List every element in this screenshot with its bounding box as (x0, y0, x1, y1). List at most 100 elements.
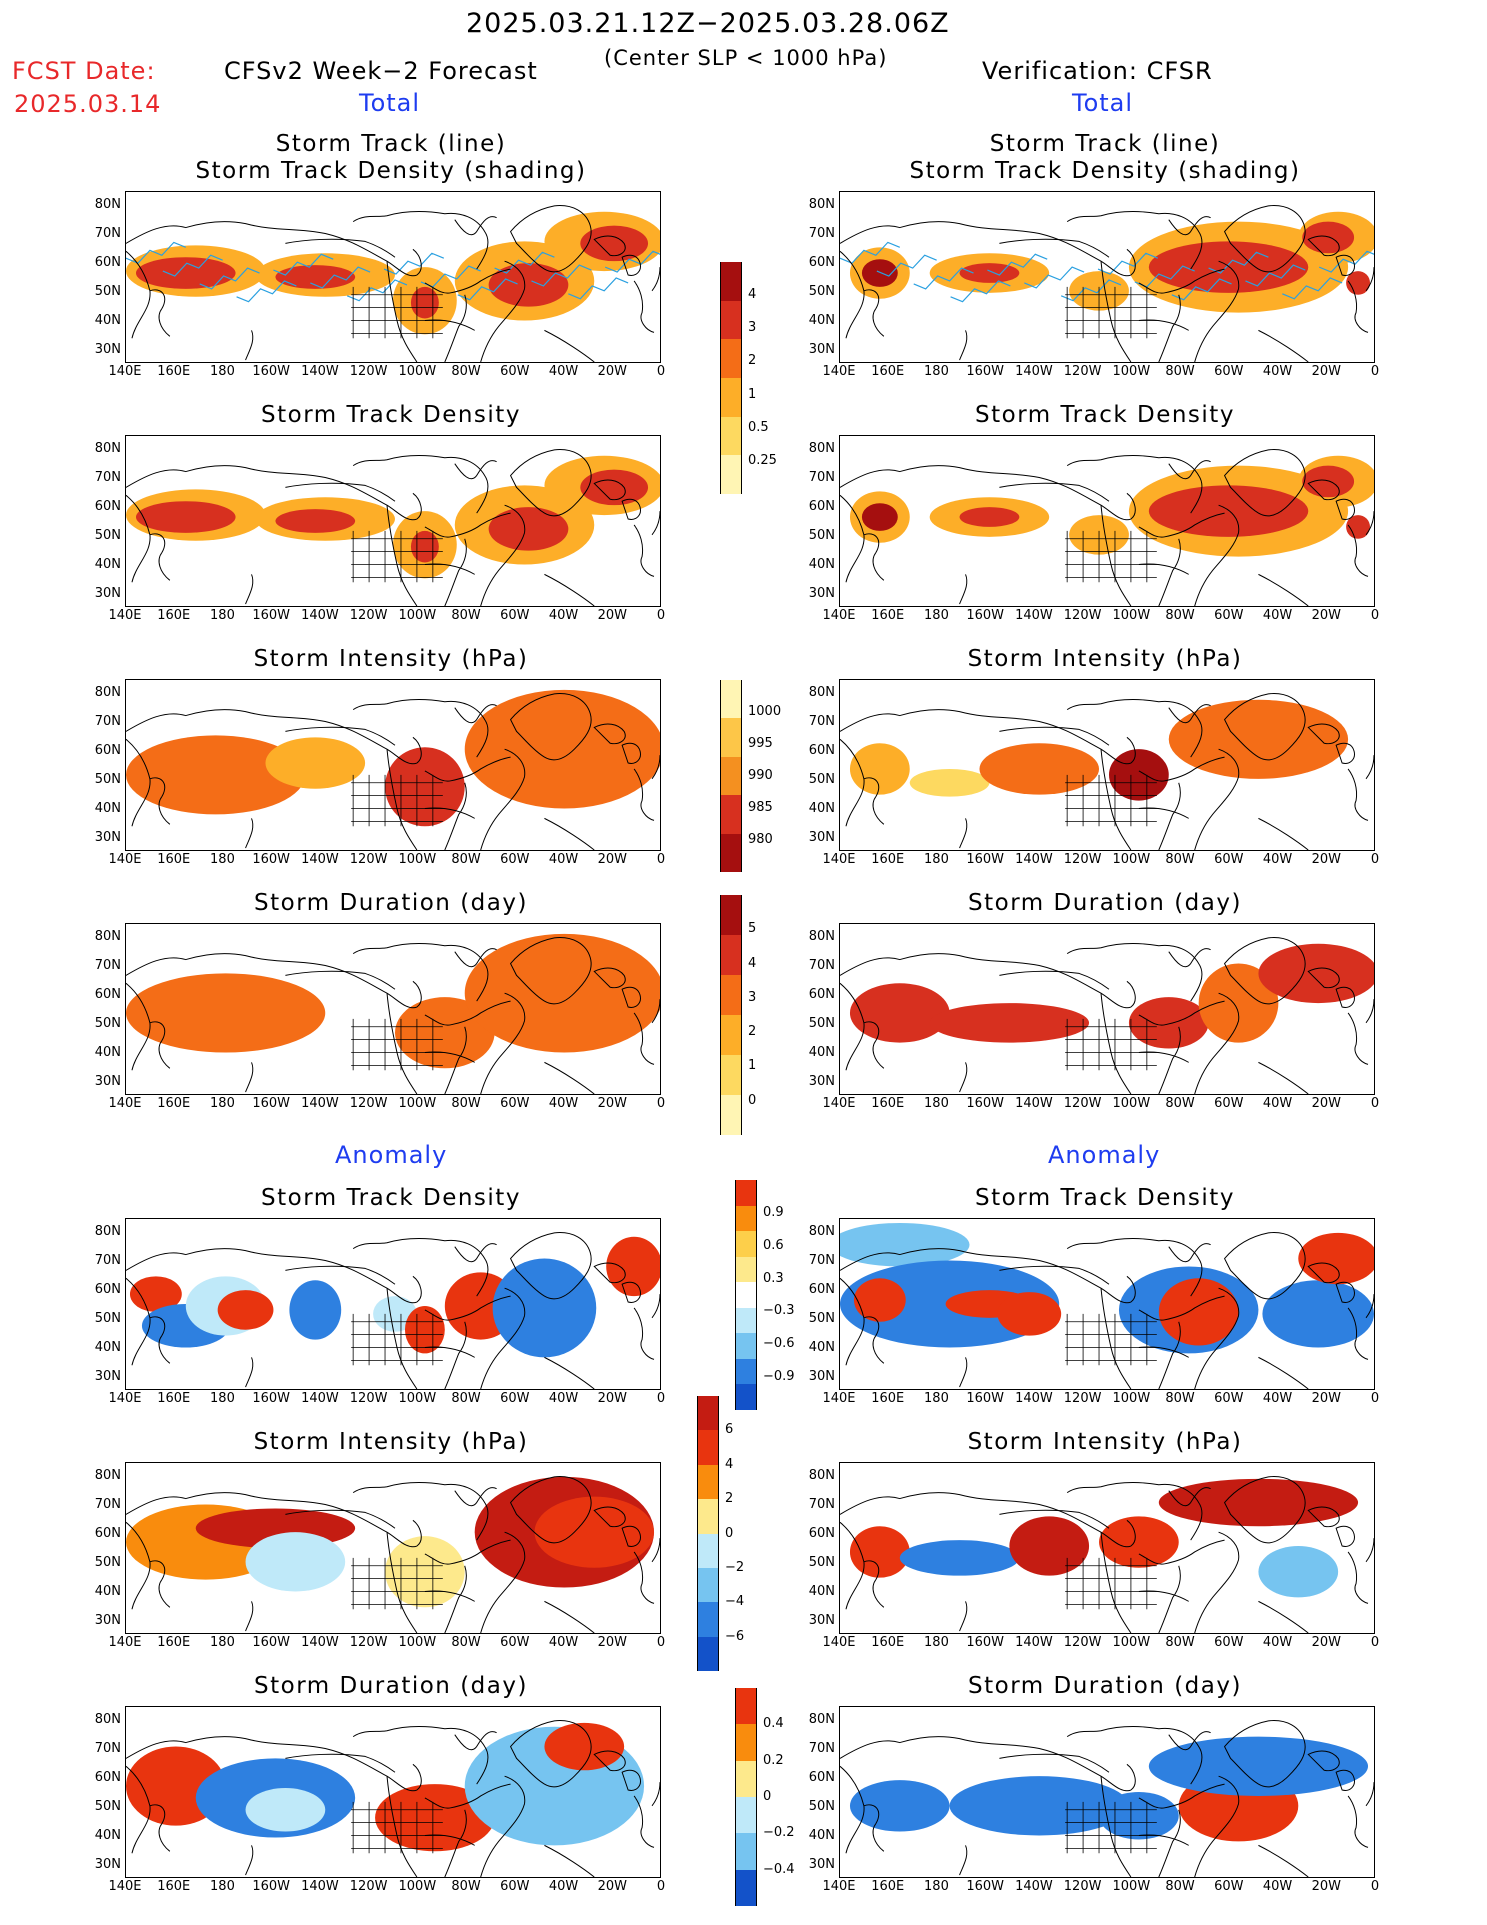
lon-tick-label: 60W (1214, 852, 1244, 867)
coastline (149, 1560, 171, 1608)
coastline (621, 1525, 641, 1547)
coastline (126, 1248, 422, 1304)
colorbar-segment (735, 1760, 757, 1797)
lat-tick-label: 40N (808, 1045, 835, 1060)
storm-track (457, 278, 518, 301)
lon-tick-label: 120W (1063, 852, 1102, 867)
lat-tick-label: 30N (94, 1857, 121, 1872)
colorbar-segment (720, 895, 742, 935)
lon-tick-label: 160W (252, 364, 290, 379)
coastline (480, 504, 526, 606)
shaded-region (1258, 1546, 1339, 1598)
coastline (1258, 1844, 1309, 1877)
lon-tick-label: 100W (398, 852, 437, 867)
coastline (285, 970, 396, 990)
shaded-region (410, 530, 439, 563)
lon-tick-label: 140W (1015, 1096, 1053, 1111)
lon-tick-label: 140E (822, 1391, 856, 1406)
map-panel-forecast-anom-density (125, 1218, 661, 1390)
lon-tick-label: 160W (966, 1096, 1004, 1111)
map-canvas (840, 937, 1374, 1094)
lon-tick-label: 140W (1015, 1391, 1053, 1406)
lon-tick-label: 0 (656, 608, 666, 623)
coastline (480, 748, 526, 850)
lon-tick-label: 80W (451, 608, 481, 623)
lon-tick-label: 120W (349, 364, 388, 379)
shaded-region (1346, 515, 1371, 539)
storm-track (383, 252, 445, 275)
lon-tick-label: 140W (301, 852, 339, 867)
coastline (651, 999, 660, 1024)
lat-tick-label: 40N (808, 1828, 835, 1843)
lon-tick-label: 140W (1015, 364, 1053, 379)
shading-layer (126, 689, 660, 827)
coastline (633, 1307, 655, 1360)
coastline (1223, 937, 1306, 1005)
coastline (1158, 538, 1181, 606)
coastline (285, 726, 396, 746)
lon-tick-label: 180 (924, 852, 949, 867)
lon-tick-label: 40W (548, 1391, 579, 1406)
shaded-region (849, 1526, 910, 1578)
colorbar-label: −4 (725, 1594, 745, 1610)
coastline (444, 1026, 467, 1094)
lon-tick-label: 160E (871, 852, 905, 867)
lon-tick-label: 140W (301, 1391, 339, 1406)
coastline (454, 1487, 497, 1507)
lon-tick-label: 180 (210, 608, 235, 623)
colorbar-label: 0.3 (763, 1270, 784, 1286)
colorbar-segment (720, 935, 742, 975)
coastline (1066, 943, 1203, 1002)
colorbar-label: 3 (748, 989, 757, 1005)
colorbar-label: 4 (725, 1456, 734, 1472)
shaded-region (464, 933, 660, 1053)
coastline (1223, 1476, 1306, 1544)
storm-track (346, 279, 408, 302)
coastline (149, 289, 171, 337)
lon-tick-label: 180 (924, 1635, 949, 1650)
lat-tick-label: 60N (94, 499, 121, 514)
lat-tick-label: 40N (808, 1584, 835, 1599)
lon-tick-label: 140W (1015, 852, 1053, 867)
coastline (149, 1316, 171, 1364)
lon-tick-label: 40W (548, 1879, 579, 1894)
lon-tick-label: 0 (656, 364, 666, 379)
lon-tick-label: 120W (349, 1096, 388, 1111)
storm-track (568, 277, 629, 300)
coastline (1066, 211, 1203, 270)
title-track-shading: Storm Track Density (shading) (195, 158, 587, 184)
lon-tick-label: 20W (1311, 364, 1341, 379)
coastline (593, 967, 626, 989)
coastline (245, 330, 254, 361)
coastline (840, 1492, 1136, 1548)
shaded-region (385, 747, 465, 827)
lon-tick-label: 180 (924, 1096, 949, 1111)
lat-tick-label: 70N (808, 1741, 835, 1756)
title-track-line-left: Storm Track (line) Storm Track Density (s… (121, 131, 661, 185)
lon-tick-label: 0 (1370, 1879, 1380, 1894)
storm-track (950, 280, 1011, 303)
colorbar-segment (735, 1358, 757, 1385)
coastline (509, 1476, 592, 1544)
colorbar-label: 0.4 (763, 1716, 784, 1732)
lon-tick-label: 160E (871, 364, 905, 379)
coastline (454, 216, 497, 236)
coastline (633, 768, 655, 821)
map-canvas (126, 689, 660, 850)
lon-tick-label: 40W (1262, 608, 1293, 623)
lon-tick-label: 180 (924, 1879, 949, 1894)
shaded-region (275, 509, 356, 533)
lat-tick-label: 80N (94, 1468, 121, 1483)
lat-tick-label: 40N (94, 801, 121, 816)
coastline (444, 782, 467, 850)
lon-tick-label: 60W (500, 1635, 530, 1650)
lon-tick-label: 180 (210, 1635, 235, 1650)
total-label-right: Total (1072, 89, 1134, 117)
shaded-region (245, 1532, 346, 1592)
colorbar-label: −0.2 (763, 1825, 795, 1841)
coastline (959, 330, 968, 361)
lon-tick-label: 80W (1165, 1879, 1195, 1894)
lat-tick-label: 40N (94, 1340, 121, 1355)
lon-tick-label: 60W (1214, 1635, 1244, 1650)
coastline (1365, 511, 1374, 536)
